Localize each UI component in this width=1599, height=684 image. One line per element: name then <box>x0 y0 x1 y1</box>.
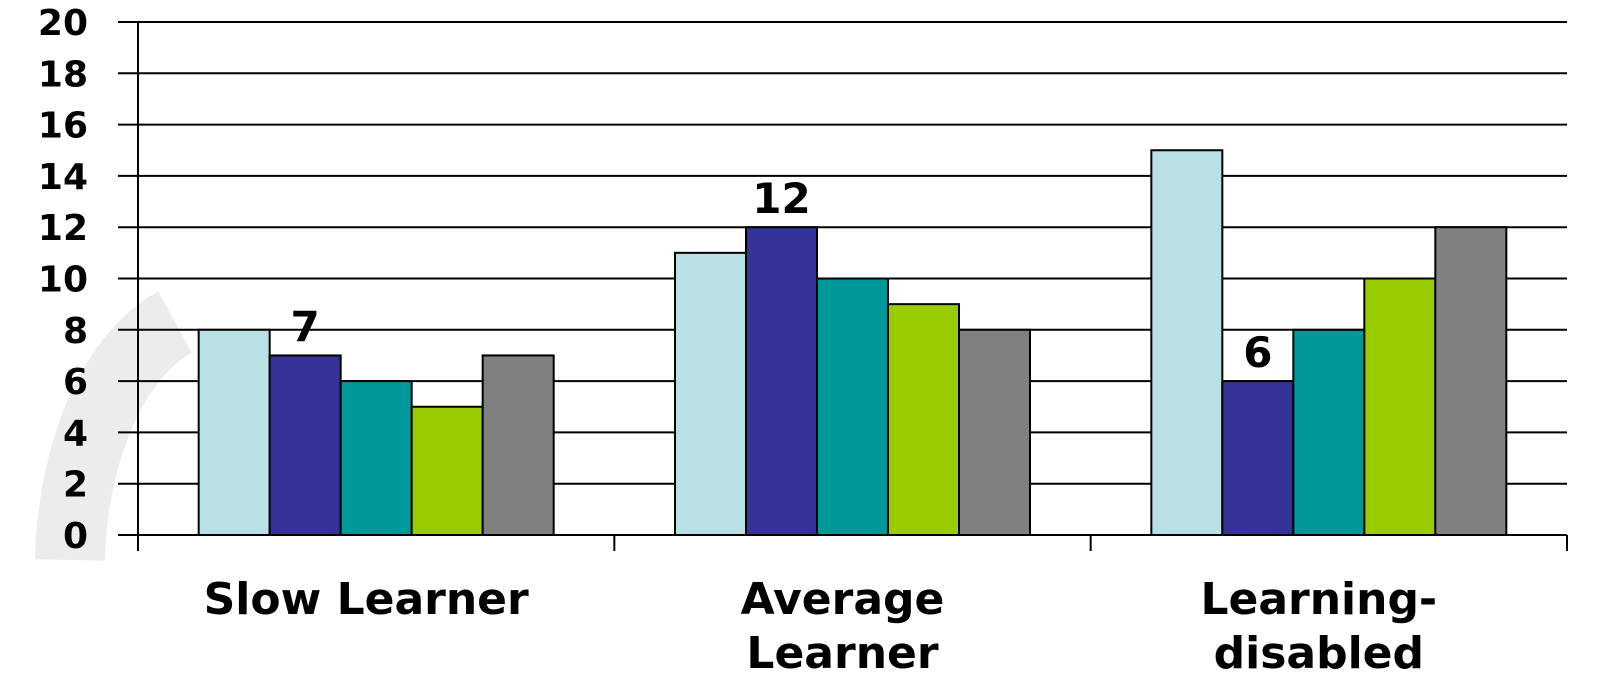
axes <box>118 21 1568 551</box>
x-category-label: Slow Learner <box>204 574 529 625</box>
y-tick-label: 20 <box>38 3 88 44</box>
bar <box>1292 328 1366 536</box>
y-tick-label: 6 <box>63 362 88 403</box>
x-category-label: Learning- <box>1200 574 1437 625</box>
bar <box>1434 226 1508 536</box>
y-tick-label: 10 <box>38 260 88 301</box>
bar <box>887 303 960 536</box>
y-tick-label: 8 <box>63 311 88 352</box>
x-category-label: disabled <box>1214 628 1424 679</box>
background-watermark <box>35 291 193 561</box>
bar <box>674 251 747 536</box>
bar <box>1150 149 1224 536</box>
data-label: 12 <box>752 174 810 223</box>
bar <box>197 328 271 536</box>
data-labels: 7 12 6 <box>291 174 1273 377</box>
bar <box>745 226 818 536</box>
y-tick-label: 14 <box>38 157 88 198</box>
data-label: 7 <box>291 302 320 351</box>
bar <box>410 405 484 536</box>
bar <box>816 277 889 536</box>
y-tick-label: 0 <box>63 516 88 557</box>
bar <box>481 354 555 537</box>
x-category-label: Learner <box>746 628 938 679</box>
x-category-label: Average <box>741 574 945 625</box>
watermark-arc <box>35 291 193 561</box>
bars <box>197 149 1508 537</box>
data-label: 6 <box>1243 328 1272 377</box>
bar <box>268 354 342 537</box>
y-tick-label: 18 <box>38 54 88 95</box>
bar <box>1221 380 1295 536</box>
y-tick-label: 12 <box>38 208 88 249</box>
bar <box>339 380 413 536</box>
y-axis-tick-labels: 0 2 4 6 8 10 12 14 16 18 20 <box>38 3 88 557</box>
bar <box>1363 277 1437 536</box>
bar <box>958 328 1031 536</box>
y-tick-label: 16 <box>38 106 88 147</box>
y-tick-label: 4 <box>63 413 88 454</box>
y-tick-label: 2 <box>63 465 88 506</box>
